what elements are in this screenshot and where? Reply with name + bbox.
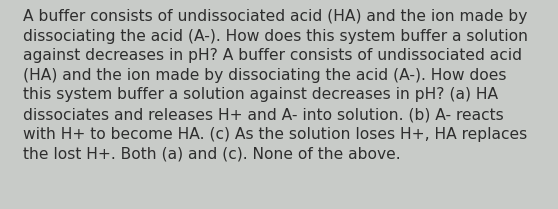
Text: A buffer consists of undissociated acid (HA) and the ion made by
dissociating th: A buffer consists of undissociated acid … [23,9,528,161]
